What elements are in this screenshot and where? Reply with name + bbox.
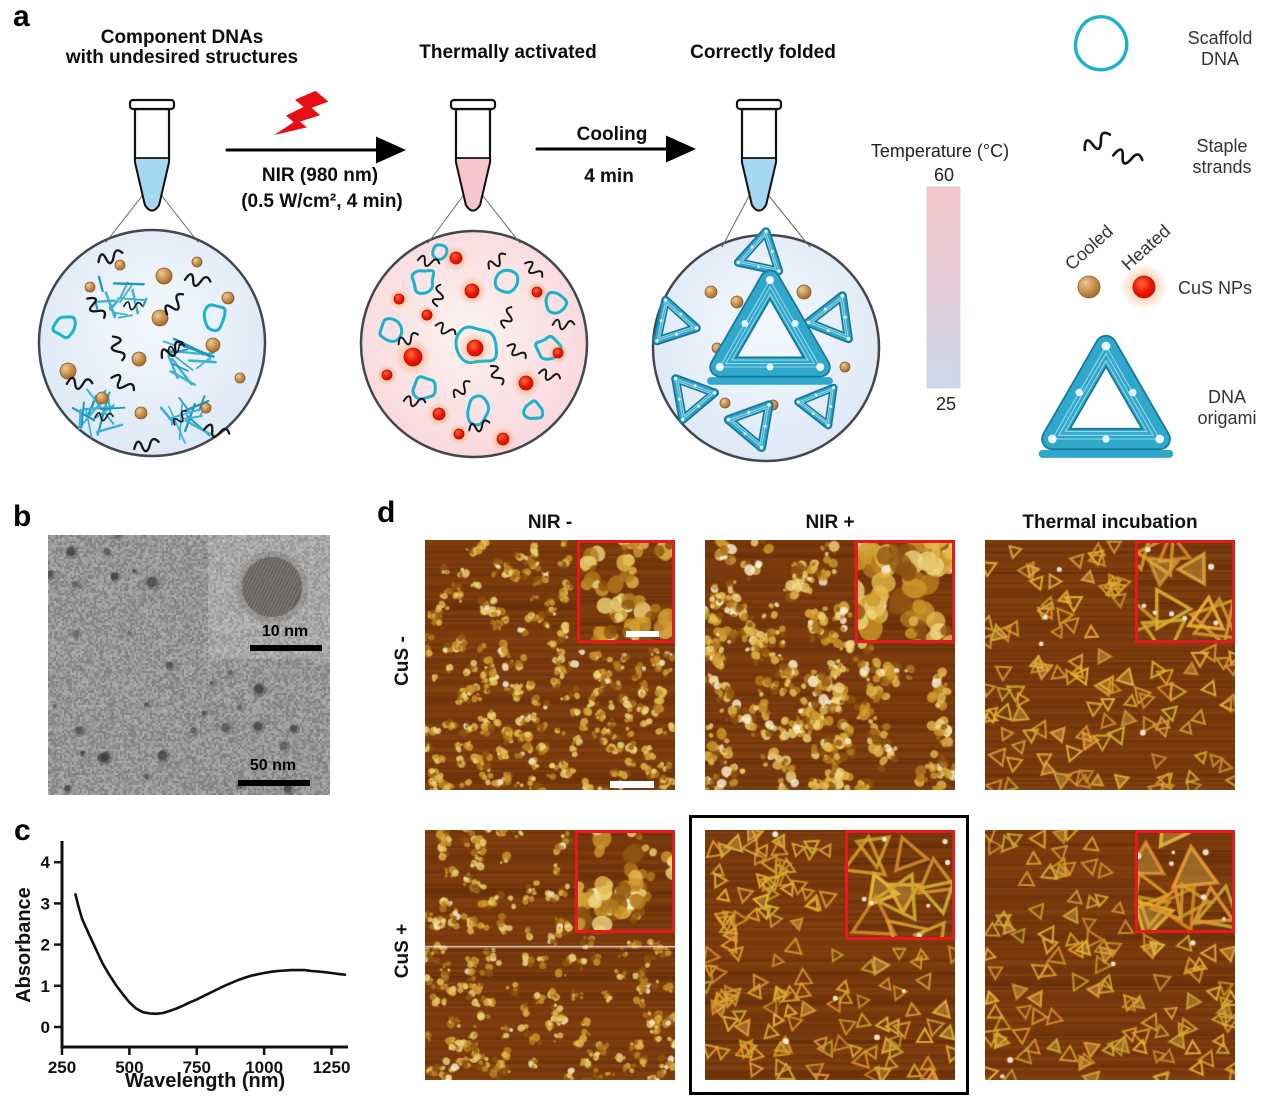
panel-d-label: d xyxy=(377,496,396,529)
afm-image-cus-plus-nir-plus xyxy=(705,830,955,1080)
legend-cus-label: CuS NPs xyxy=(1178,278,1252,298)
legend-origami-label-line2: origami xyxy=(1197,408,1256,428)
legend-staple-label-line2: strands xyxy=(1192,157,1251,177)
temperature-max-label: 60 xyxy=(934,165,954,185)
afm-image-cus-plus-nir-minus xyxy=(425,830,675,1080)
afm-row-header-cus-plus: CuS + xyxy=(392,923,413,979)
svg-text:4: 4 xyxy=(41,853,51,872)
panel-c-label: c xyxy=(14,814,31,847)
legend-scaffold-label-line1: Scaffold xyxy=(1188,28,1253,48)
afm-column-header-nir-minus: NIR - xyxy=(527,512,573,533)
afm-image-cus-minus-nir-plus xyxy=(705,540,955,790)
legend-cooled-label: Cooled xyxy=(1061,221,1117,274)
nir-arrow-label-line2: (0.5 W/cm², 4 min) xyxy=(241,191,403,212)
panel-a-illustrations xyxy=(37,15,1174,463)
tem-inset-scalebar-label: 10 nm xyxy=(261,623,309,640)
svg-text:0: 0 xyxy=(41,1018,50,1037)
afm-row-header-cus-minus: CuS - xyxy=(392,636,413,686)
afm-inset-border xyxy=(1135,830,1235,933)
afm-image-cus-minus-nir-minus xyxy=(425,540,675,790)
afm-inset-border xyxy=(845,830,955,940)
afm-inset-scalebar xyxy=(626,631,659,637)
svg-text:1250: 1250 xyxy=(313,1058,351,1077)
cooling-arrow-label-line1: Cooling xyxy=(577,124,648,145)
nir-arrow-label-line1: NIR (980 nm) xyxy=(262,165,378,186)
legend-staple-label-line1: Staple xyxy=(1196,136,1247,156)
afm-inset-border xyxy=(1135,540,1235,643)
panel-a-label: a xyxy=(13,0,30,33)
panel-a-schematic: Component DNAs with undesired structures… xyxy=(37,15,1257,463)
cooling-arrow-label-line2: 4 min xyxy=(584,166,634,187)
afm-inset-border xyxy=(855,540,955,643)
afm-inset-border xyxy=(575,830,675,933)
step1-title-line1: Component DNAs xyxy=(101,27,264,48)
svg-text:1: 1 xyxy=(41,977,50,996)
svg-text:1000: 1000 xyxy=(245,1058,283,1077)
svg-text:500: 500 xyxy=(115,1058,143,1077)
step3-title: Correctly folded xyxy=(690,42,836,63)
svg-text:3: 3 xyxy=(41,894,50,913)
afm-image-cus-minus-thermal xyxy=(985,540,1235,790)
tem-main-scalebar xyxy=(238,780,310,786)
afm-inset-border xyxy=(577,540,675,643)
panel-b-label: b xyxy=(13,500,32,533)
absorbance-chart: 0 1 2 3 4 250 500 750 1000 1250 Wavelength (nm) A… xyxy=(13,841,351,1092)
svg-text:250: 250 xyxy=(48,1058,76,1077)
tem-inset-scalebar xyxy=(250,645,322,651)
svg-text:750: 750 xyxy=(183,1058,211,1077)
svg-text:2: 2 xyxy=(41,936,50,955)
temperature-scale-title: Temperature (°C) xyxy=(871,141,1009,161)
afm-main-scalebar xyxy=(610,781,654,788)
tem-main-scalebar-label: 50 nm xyxy=(249,757,297,774)
x-axis-title: Wavelength (nm) xyxy=(125,1070,285,1092)
temperature-min-label: 25 xyxy=(936,394,956,414)
step2-title: Thermally activated xyxy=(419,42,596,63)
y-axis-title: Absorbance xyxy=(13,887,35,1003)
highlight-box xyxy=(689,815,969,1095)
afm-image-cus-plus-thermal xyxy=(985,830,1235,1080)
legend-scaffold-label-line2: DNA xyxy=(1201,49,1239,69)
afm-column-header-thermal: Thermal incubation xyxy=(1022,512,1198,533)
legend-origami-label-line1: DNA xyxy=(1208,387,1246,407)
tem-image xyxy=(48,535,330,795)
step1-title-line2: with undesired structures xyxy=(65,47,298,68)
afm-column-header-nir-plus: NIR + xyxy=(805,512,855,533)
